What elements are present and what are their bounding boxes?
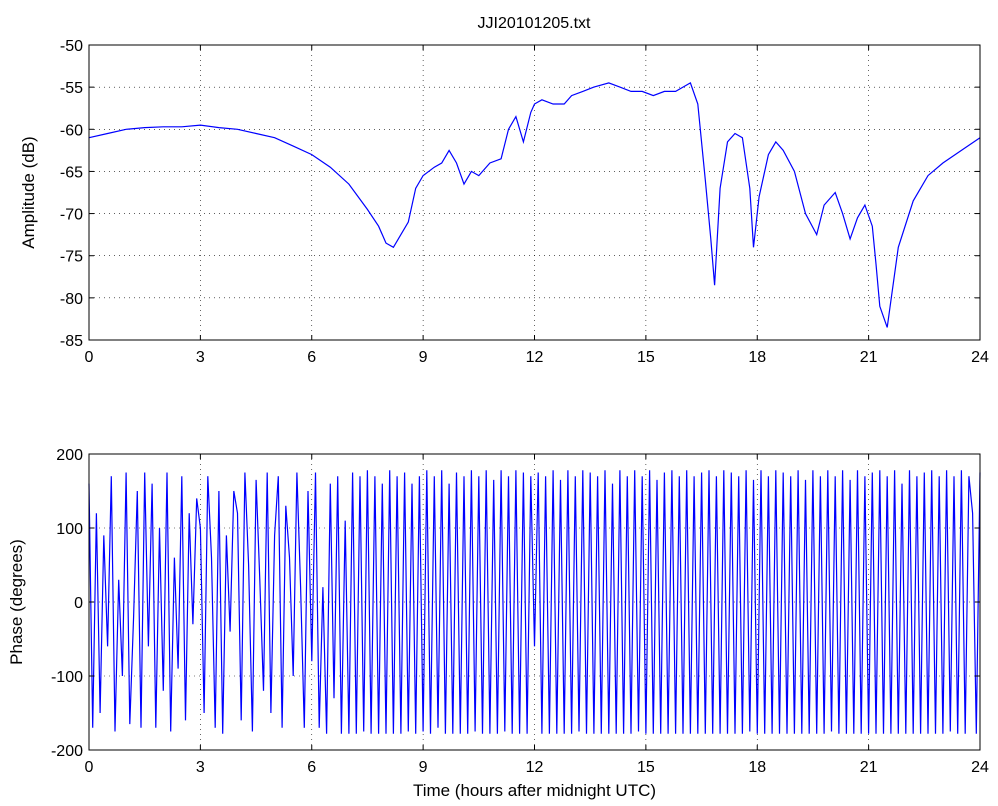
amplitude-x-tick-label: 0 [85, 349, 94, 366]
amplitude-y-tick-label: -60 [60, 122, 83, 139]
phase-y-tick-label: 200 [56, 447, 83, 464]
phase-panel: 0 3 6 9 12 15 18 21 24 -200 -100 0 100 200 Phase (de… [7, 447, 989, 800]
amplitude-x-ticks: 0 3 6 9 12 15 18 21 24 [85, 45, 989, 366]
phase-y-tick-label: -200 [51, 743, 83, 760]
phase-y-axis-label: Phase (degrees) [7, 539, 26, 665]
amplitude-x-tick-label: 12 [526, 349, 544, 366]
phase-y-tick-label: -100 [51, 669, 83, 686]
phase-series-line [88, 470, 981, 734]
phase-x-tick-label: 21 [860, 759, 878, 776]
phase-x-tick-label: 12 [526, 759, 544, 776]
amplitude-x-tick-label: 18 [748, 349, 766, 366]
amplitude-y-tick-label: -50 [60, 38, 83, 55]
phase-y-tick-label: 100 [56, 521, 83, 538]
amplitude-x-tick-label: 24 [971, 349, 989, 366]
amplitude-y-ticks: -85 -80 -75 -70 -65 -60 -55 -50 [60, 38, 980, 350]
amplitude-grid [89, 45, 980, 340]
amplitude-y-tick-label: -85 [60, 333, 83, 350]
amplitude-y-tick-label: -55 [60, 80, 83, 97]
phase-grid [89, 454, 980, 750]
phase-x-tick-label: 6 [307, 759, 316, 776]
amplitude-series-line [88, 82, 981, 328]
amplitude-y-tick-label: -65 [60, 164, 83, 181]
figure-title: JJI20101205.txt [478, 15, 592, 32]
amplitude-x-tick-label: 9 [419, 349, 428, 366]
amplitude-x-tick-label: 6 [307, 349, 316, 366]
phase-x-axis-label: Time (hours after midnight UTC) [413, 781, 656, 800]
phase-y-ticks: -200 -100 0 100 200 [51, 447, 980, 760]
phase-y-tick-label: 0 [74, 595, 83, 612]
amplitude-x-tick-label: 15 [637, 349, 655, 366]
phase-x-tick-label: 24 [971, 759, 989, 776]
amplitude-y-axis-label: Amplitude (dB) [19, 136, 38, 248]
amplitude-panel: 0 3 6 9 12 15 18 21 24 -85-80-75-70-65-60-55-50 … [19, 38, 989, 366]
phase-x-ticks: 0 3 6 9 12 15 18 21 24 [85, 454, 989, 776]
phase-x-tick-label: 3 [196, 759, 205, 776]
amplitude-x-tick-label: 3 [196, 349, 205, 366]
phase-x-tick-label: 15 [637, 759, 655, 776]
amplitude-y-tick-label: -75 [60, 249, 83, 266]
phase-x-tick-label: 0 [85, 759, 94, 776]
amplitude-y-tick-label: -70 [60, 207, 83, 224]
phase-x-tick-label: 9 [419, 759, 428, 776]
phase-x-tick-label: 18 [748, 759, 766, 776]
amplitude-y-tick-label: -80 [60, 291, 83, 308]
amplitude-x-tick-label: 21 [860, 349, 878, 366]
